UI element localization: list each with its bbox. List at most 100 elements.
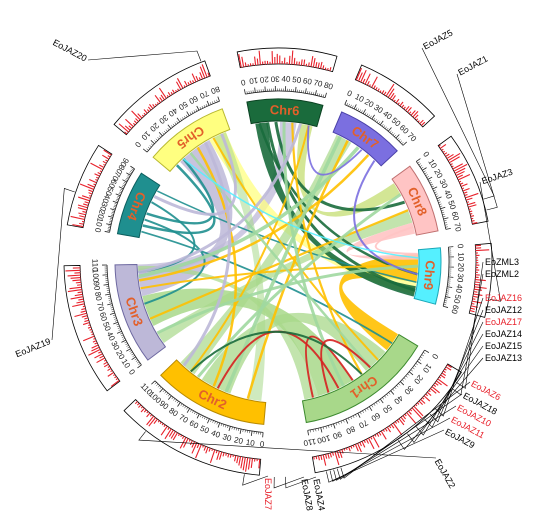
density-bar <box>327 67 329 71</box>
tick-mark <box>111 213 114 215</box>
density-bar <box>77 291 83 294</box>
tick-mark <box>438 201 441 203</box>
tick-mark <box>375 119 377 122</box>
density-bar <box>440 374 446 379</box>
density-bar <box>383 91 387 96</box>
density-bar <box>447 152 461 162</box>
density-bar <box>403 106 406 110</box>
density-bar <box>247 457 251 470</box>
density-bar <box>242 457 246 471</box>
tick-mark <box>156 383 159 386</box>
tick-mark <box>359 109 361 112</box>
tick-mark <box>371 405 374 408</box>
tick-mark <box>394 134 397 137</box>
tick-label: 30 <box>270 74 280 83</box>
density-bar <box>202 445 205 448</box>
tick-mark <box>114 203 118 205</box>
density-bar <box>368 437 375 450</box>
link-line-12 <box>196 146 238 387</box>
tick-mark <box>325 426 327 429</box>
tick-mark <box>228 426 231 432</box>
tick-mark <box>443 217 449 220</box>
tick-mark <box>214 421 216 424</box>
density-bar <box>97 172 101 175</box>
tick-mark <box>109 221 112 223</box>
tick-label: 70 <box>198 89 210 101</box>
tick-mark <box>113 321 119 325</box>
tick-mark <box>410 369 413 372</box>
gene-leader-line <box>479 181 501 302</box>
density-bar <box>417 120 420 123</box>
density-bar <box>387 88 395 98</box>
density-bar <box>195 75 199 82</box>
tick-mark <box>427 176 433 180</box>
density-bar <box>84 317 89 320</box>
tick-mark <box>194 411 196 415</box>
tick-mark <box>217 422 221 428</box>
tick-mark <box>408 371 414 376</box>
density-bar <box>91 344 99 349</box>
tick-mark <box>375 402 378 405</box>
tick-mark <box>447 286 453 288</box>
tick-mark <box>207 418 210 424</box>
tick-mark <box>136 361 140 364</box>
density-bar <box>373 85 376 89</box>
density-bar <box>87 183 95 188</box>
density-bar <box>465 197 473 201</box>
tick-mark <box>423 170 426 173</box>
tick-label: 50 <box>177 99 190 112</box>
tick-mark <box>163 130 167 134</box>
density-bar <box>83 335 95 342</box>
density-bar <box>175 89 178 93</box>
density-bar <box>191 73 197 83</box>
density-bar <box>334 451 340 466</box>
density-bar <box>471 220 475 222</box>
tick-mark <box>445 228 451 230</box>
gene-leader-line <box>285 476 317 489</box>
tick-mark <box>321 94 323 97</box>
tick-mark <box>113 207 116 209</box>
density-bar <box>398 418 405 426</box>
tick-mark <box>157 385 160 388</box>
density-bar <box>159 421 162 424</box>
tick-mark <box>345 418 349 424</box>
tick-mark <box>442 216 446 218</box>
tick-mark <box>206 417 208 421</box>
density-bar <box>181 435 185 439</box>
gene-leader-line <box>333 405 457 481</box>
tick-mark <box>204 416 206 420</box>
tick-mark <box>362 410 364 413</box>
tick-mark <box>417 360 422 365</box>
density-bar <box>359 442 362 447</box>
density-bar <box>167 427 170 431</box>
tick-mark <box>418 163 422 166</box>
gene-label-eojaz13: EoJAZ13 <box>485 353 522 363</box>
density-bar <box>392 422 403 436</box>
tick-axis-chr2 <box>154 380 264 433</box>
tick-label: 50 <box>452 294 463 305</box>
tick-mark <box>110 218 113 220</box>
tick-mark <box>424 349 430 353</box>
density-bar <box>93 337 96 340</box>
tick-mark <box>369 115 372 119</box>
density-bar <box>65 269 81 272</box>
tick-mark <box>442 213 445 216</box>
density-bar <box>462 187 470 192</box>
density-bar <box>77 204 88 209</box>
tick-mark <box>317 428 319 431</box>
tick-mark <box>116 330 122 334</box>
tick-mark <box>384 395 387 398</box>
density-bar <box>99 170 102 173</box>
density-bar <box>414 114 419 119</box>
density-bar <box>469 210 473 213</box>
density-bar <box>433 384 437 388</box>
density-track-chr8 <box>437 135 489 225</box>
ideogram-chr2 <box>160 359 267 425</box>
density-bar <box>170 431 176 439</box>
density-bar <box>76 300 85 304</box>
tick-mark <box>171 396 174 400</box>
tick-mark <box>130 169 134 172</box>
density-bar <box>170 91 173 95</box>
density-bar <box>459 182 464 185</box>
tick-label: 50 <box>381 402 394 415</box>
